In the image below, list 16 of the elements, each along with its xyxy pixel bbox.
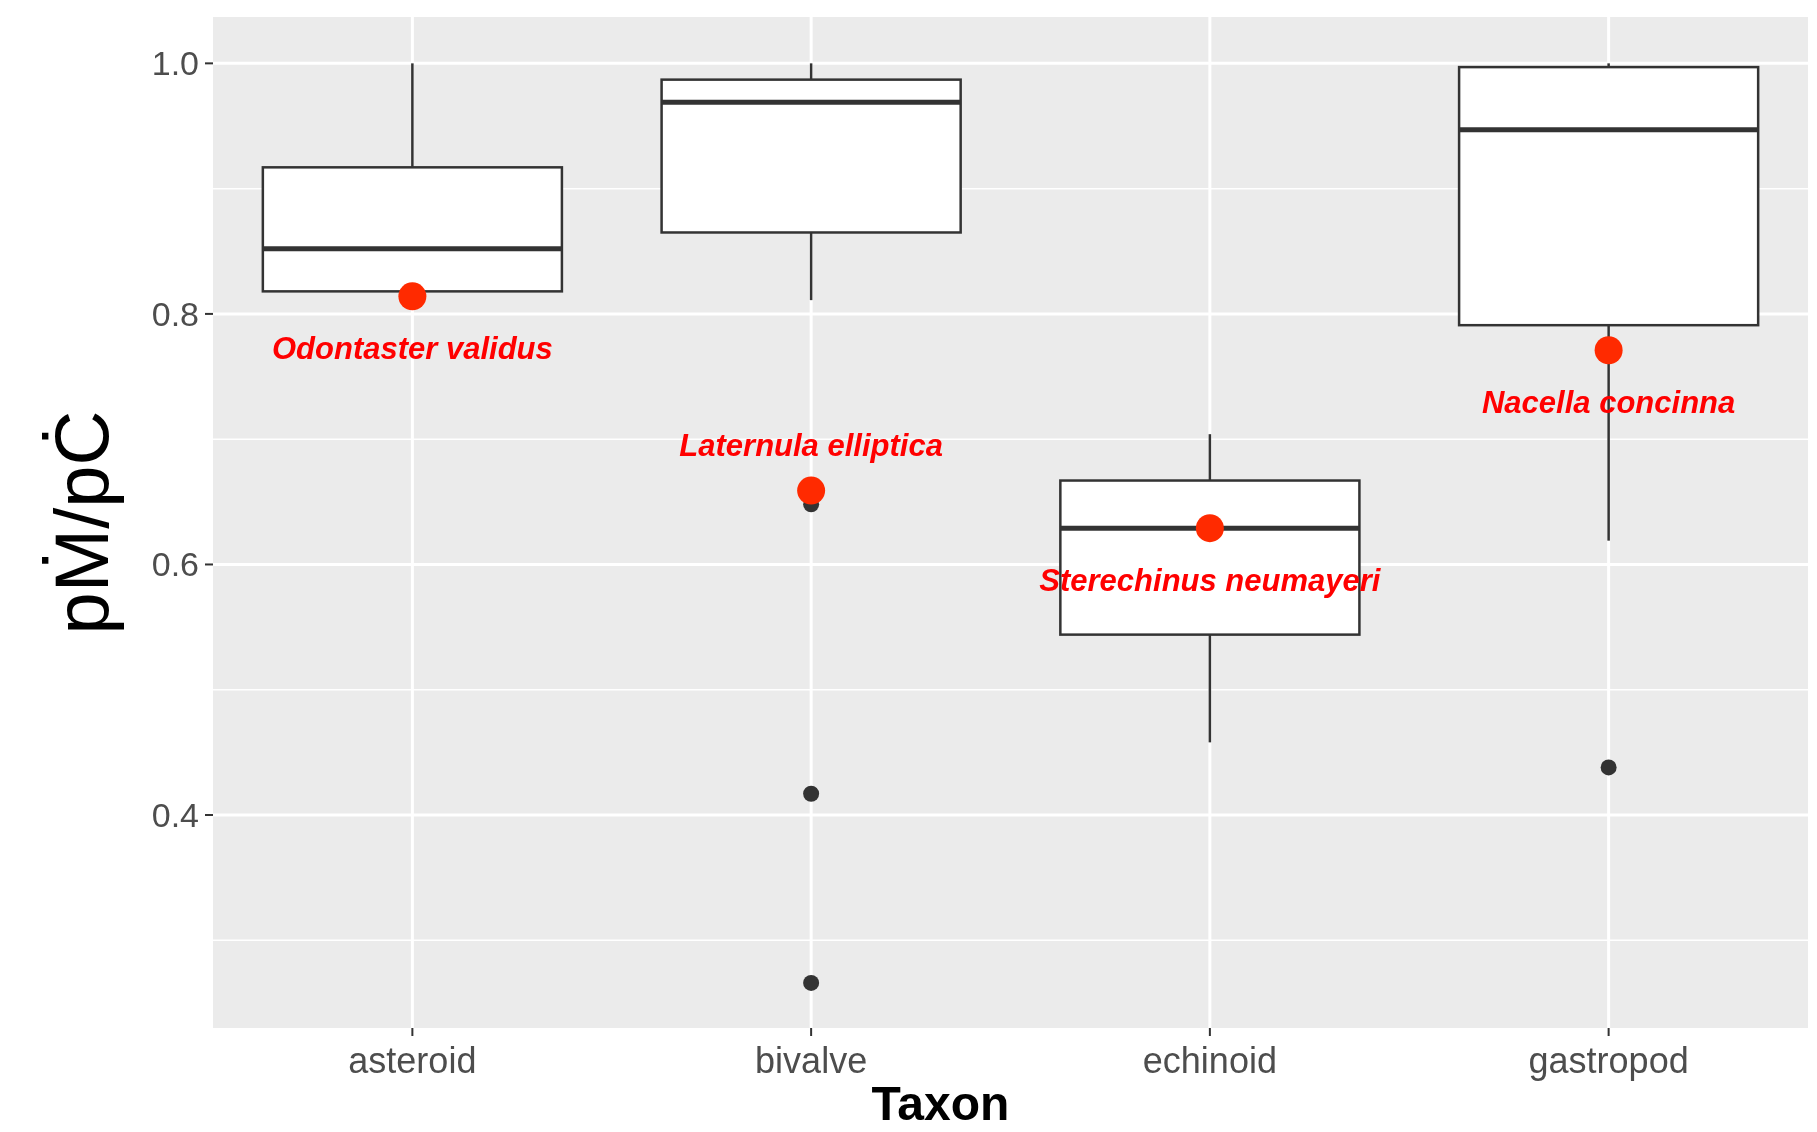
x-tick-label: echinoid	[1142, 1040, 1277, 1081]
annotation: Laternula elliptica	[679, 428, 943, 464]
point	[1195, 514, 1224, 543]
y-tick-label: 1.0	[151, 44, 199, 83]
y-tick-label: 0.4	[151, 795, 199, 834]
point	[797, 476, 826, 505]
x-axis-title: Taxon	[871, 1077, 1010, 1130]
point	[398, 282, 427, 311]
y-axis-title: pṀ/pĊ	[39, 410, 124, 635]
x-tick-label: gastropod	[1528, 1040, 1689, 1081]
annotation: Odontaster validus	[271, 331, 553, 367]
x-tick-label: asteroid	[348, 1040, 477, 1081]
point	[1594, 336, 1623, 365]
y-tick-label: 0.6	[151, 545, 199, 584]
x-tick-label: bivalve	[755, 1040, 868, 1081]
y-tick-label: 0.8	[151, 294, 199, 333]
